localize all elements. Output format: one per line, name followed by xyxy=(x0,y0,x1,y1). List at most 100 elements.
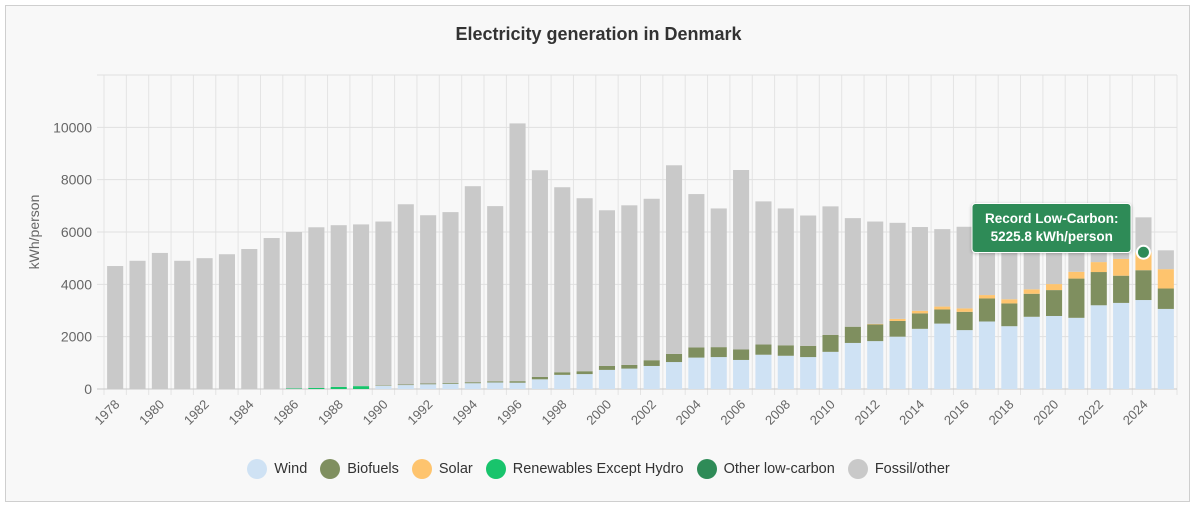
bar-fossil-other-2013[interactable] xyxy=(889,222,906,319)
bar-biofuels-1991[interactable] xyxy=(397,384,414,386)
bar-biofuels-2003[interactable] xyxy=(665,353,683,363)
bar-fossil-other-1985[interactable] xyxy=(263,238,280,389)
bar-wind-2015[interactable] xyxy=(934,323,951,389)
bar-biofuels-2009[interactable] xyxy=(800,345,817,358)
bar-solar-2012[interactable] xyxy=(867,323,884,325)
bar-biofuels-2025[interactable] xyxy=(1157,288,1174,309)
bar-fossil-other-2000[interactable] xyxy=(598,210,616,366)
legend-item-wind[interactable]: Wind xyxy=(247,459,307,479)
bar-wind-2009[interactable] xyxy=(800,357,817,389)
bar-biofuels-1999[interactable] xyxy=(576,371,593,375)
bar-biofuels-2011[interactable] xyxy=(844,326,861,343)
bar-biofuels-1997[interactable] xyxy=(531,376,548,380)
bar-fossil-other-2010[interactable] xyxy=(822,206,839,335)
bar-fossil-other-2009[interactable] xyxy=(800,215,817,346)
bar-solar-2023[interactable] xyxy=(1113,258,1130,276)
bar-biofuels-1992[interactable] xyxy=(420,383,437,385)
bar-fossil-other-1998[interactable] xyxy=(554,187,571,373)
bar-biofuels-2023[interactable] xyxy=(1113,275,1130,303)
bar-biofuels-2000[interactable] xyxy=(598,365,616,370)
bar-fossil-other-1982[interactable] xyxy=(196,258,213,389)
bar-biofuels-2001[interactable] xyxy=(621,364,638,369)
bar-wind-2016[interactable] xyxy=(956,330,973,389)
bar-biofuels-2017[interactable] xyxy=(978,298,996,322)
bar-wind-2021[interactable] xyxy=(1068,317,1085,389)
bar-fossil-other-2001[interactable] xyxy=(621,205,638,365)
bar-wind-2014[interactable] xyxy=(911,328,928,389)
bar-renewables-except-hydro-1987[interactable] xyxy=(308,387,325,389)
legend-item-solar[interactable]: Solar xyxy=(411,459,473,479)
bar-wind-2006[interactable] xyxy=(733,359,750,389)
bar-wind-2008[interactable] xyxy=(777,355,794,389)
bar-wind-1990[interactable] xyxy=(375,385,392,389)
bar-fossil-other-1987[interactable] xyxy=(308,227,325,388)
bar-biofuels-2005[interactable] xyxy=(710,347,727,358)
bar-wind-1992[interactable] xyxy=(420,384,437,389)
bar-wind-2019[interactable] xyxy=(1023,316,1040,389)
bar-fossil-other-1997[interactable] xyxy=(531,170,548,377)
bar-biofuels-2007[interactable] xyxy=(755,344,772,355)
bar-wind-1996[interactable] xyxy=(509,382,526,389)
bar-wind-1997[interactable] xyxy=(531,379,548,389)
bar-fossil-other-1989[interactable] xyxy=(353,224,370,387)
bar-fossil-other-2019[interactable] xyxy=(1023,242,1040,290)
bar-fossil-other-2008[interactable] xyxy=(777,208,794,346)
bar-fossil-other-1999[interactable] xyxy=(576,198,593,372)
bar-solar-2017[interactable] xyxy=(978,295,996,299)
bar-biofuels-1998[interactable] xyxy=(554,372,571,375)
bar-biofuels-2016[interactable] xyxy=(956,311,973,331)
bar-biofuels-2004[interactable] xyxy=(688,347,705,358)
bar-fossil-other-2007[interactable] xyxy=(755,201,772,345)
bar-fossil-other-1981[interactable] xyxy=(174,260,191,389)
bar-wind-1994[interactable] xyxy=(464,383,481,389)
bar-biofuels-2018[interactable] xyxy=(1001,303,1018,327)
bar-wind-2011[interactable] xyxy=(844,342,861,389)
bar-fossil-other-1991[interactable] xyxy=(397,204,414,385)
bar-wind-2001[interactable] xyxy=(621,368,638,389)
bar-wind-2002[interactable] xyxy=(643,365,660,389)
bar-biofuels-2019[interactable] xyxy=(1023,293,1040,317)
bar-wind-1999[interactable] xyxy=(576,374,593,389)
bar-fossil-other-1994[interactable] xyxy=(464,186,481,383)
bar-wind-1998[interactable] xyxy=(554,374,571,389)
bar-solar-2014[interactable] xyxy=(911,310,928,314)
bar-wind-2007[interactable] xyxy=(755,354,772,389)
legend-item-renewables-except-hydro[interactable]: Renewables Except Hydro xyxy=(485,459,684,479)
bar-fossil-other-2012[interactable] xyxy=(867,221,884,324)
bar-fossil-other-2025[interactable] xyxy=(1157,250,1174,270)
legend-item-fossil-other[interactable]: Fossil/other xyxy=(847,459,950,479)
bar-biofuels-2015[interactable] xyxy=(934,309,951,324)
bar-fossil-other-1996[interactable] xyxy=(509,123,526,382)
bar-wind-2023[interactable] xyxy=(1113,302,1130,389)
bar-fossil-other-1983[interactable] xyxy=(218,254,235,389)
legend-item-other-low-carbon[interactable]: Other low-carbon xyxy=(696,459,835,479)
bar-wind-2017[interactable] xyxy=(978,321,996,389)
bar-biofuels-2008[interactable] xyxy=(777,345,794,356)
bar-wind-2003[interactable] xyxy=(665,362,683,389)
bar-wind-2018[interactable] xyxy=(1001,326,1018,389)
bar-fossil-other-2024[interactable] xyxy=(1135,217,1152,253)
bar-biofuels-2012[interactable] xyxy=(867,324,884,342)
bar-renewables-except-hydro-1986[interactable] xyxy=(285,388,303,389)
bar-solar-2020[interactable] xyxy=(1046,284,1063,291)
bar-solar-2019[interactable] xyxy=(1023,289,1040,294)
bar-biofuels-1995[interactable] xyxy=(487,381,504,383)
bar-biofuels-1994[interactable] xyxy=(464,382,481,384)
bar-biofuels-1990[interactable] xyxy=(375,385,392,386)
bar-wind-2020[interactable] xyxy=(1046,315,1063,389)
bar-biofuels-2013[interactable] xyxy=(889,320,906,337)
bar-biofuels-2020[interactable] xyxy=(1046,290,1063,316)
bar-biofuels-2021[interactable] xyxy=(1068,278,1085,318)
bar-wind-2022[interactable] xyxy=(1090,305,1107,389)
bar-wind-2025[interactable] xyxy=(1157,308,1174,389)
bar-solar-2025[interactable] xyxy=(1157,269,1174,289)
bar-fossil-other-2003[interactable] xyxy=(665,165,683,354)
bar-fossil-other-1979[interactable] xyxy=(129,260,146,389)
bar-wind-1995[interactable] xyxy=(487,382,504,389)
bar-fossil-other-1992[interactable] xyxy=(420,215,437,384)
bar-fossil-other-1984[interactable] xyxy=(241,249,258,389)
bar-solar-2015[interactable] xyxy=(934,306,951,310)
bar-wind-2010[interactable] xyxy=(822,351,839,389)
bar-biofuels-1996[interactable] xyxy=(509,381,526,383)
bar-solar-2016[interactable] xyxy=(956,308,973,312)
